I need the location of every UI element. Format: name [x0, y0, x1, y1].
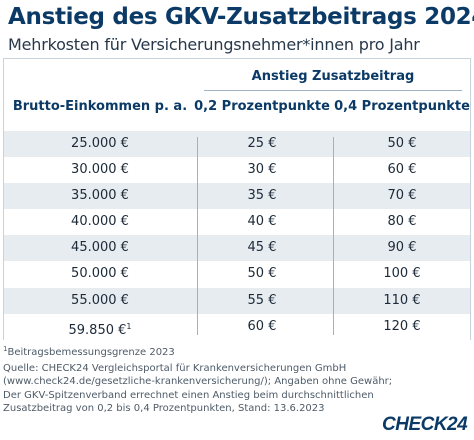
page-title: Anstieg des GKV-Zusatzbeitrags 2024: [8, 4, 474, 30]
check24-logo: CHECK24: [382, 414, 468, 435]
cell-income: 55.000 €: [4, 288, 196, 314]
source-note: Quelle: CHECK24 Vergleichsportal für Kra…: [3, 363, 393, 414]
cell-income: 45.000 €: [4, 235, 196, 261]
table-row: 55.000 € 55 € 110 €: [4, 287, 470, 314]
cell-income: 59.850 €1: [4, 314, 196, 340]
group-header: Anstieg Zusatzbeitrag: [251, 69, 415, 84]
income-value: 50.000 €: [71, 266, 129, 282]
cell-02: 60 €: [247, 318, 277, 334]
income-value: 59.850 €: [68, 322, 127, 338]
income-value: 35.000 €: [71, 188, 129, 204]
cell-04: 70 €: [387, 188, 417, 204]
cell-02: 40 €: [247, 214, 277, 230]
cell-04: 60 €: [387, 162, 417, 178]
cell-income: 35.000 €: [4, 183, 196, 209]
table-row: 59.850 €1 60 € 120 €: [4, 313, 470, 340]
income-value: 25.000 €: [71, 136, 129, 151]
cell-income: 30.000 €: [4, 157, 196, 183]
cell-04: 100 €: [383, 266, 421, 282]
cell-income: 25.000 €: [4, 131, 196, 157]
cell-02: 45 €: [247, 240, 277, 256]
column-divider: [197, 137, 198, 335]
table-row: 25.000 € 25 € 50 €: [4, 131, 470, 158]
income-note-marker: 1: [126, 321, 132, 331]
table-row: 35.000 € 35 € 70 €: [4, 183, 470, 210]
cell-02: 35 €: [247, 188, 277, 204]
footnote-marker: 1: [3, 345, 8, 353]
table-body: 25.000 € 25 € 50 € 30.000 € 30 € 60 € 35.000 €…: [4, 131, 470, 340]
column-header-04: 0,4 Prozentpunkte: [334, 99, 470, 114]
table-row: 30.000 € 30 € 60 €: [4, 157, 470, 184]
table-row: 40.000 € 40 € 80 €: [4, 209, 470, 236]
group-header-divider: [204, 90, 462, 91]
cell-04: 120 €: [383, 318, 421, 334]
cell-04: 80 €: [387, 214, 417, 230]
column-divider: [333, 137, 334, 335]
income-value: 30.000 €: [71, 162, 129, 178]
cost-table: Anstieg Zusatzbeitrag Brutto-Einkommen p…: [3, 58, 471, 340]
table-header: Anstieg Zusatzbeitrag Brutto-Einkommen p…: [4, 59, 470, 131]
column-header-02: 0,2 Prozentpunkte: [194, 99, 330, 114]
footnote: 1Beitragsbemessungsgrenze 2023: [3, 345, 175, 358]
income-value: 55.000 €: [71, 292, 129, 308]
cell-02: 55 €: [247, 292, 277, 308]
income-value: 40.000 €: [71, 214, 129, 230]
cell-04: 90 €: [387, 240, 417, 256]
table-row: 45.000 € 45 € 90 €: [4, 235, 470, 262]
footnote-text: Beitragsbemessungsgrenze 2023: [7, 347, 175, 358]
cell-02: 25 €: [247, 136, 277, 151]
table-row: 50.000 € 50 € 100 €: [4, 261, 470, 288]
cell-02: 30 €: [247, 162, 277, 178]
page-subtitle: Mehrkosten für Versicherungsnehmer*innen…: [8, 35, 420, 54]
income-value: 45.000 €: [71, 240, 129, 256]
cell-income: 40.000 €: [4, 209, 196, 235]
column-header-income: Brutto-Einkommen p. a.: [12, 99, 188, 114]
cell-04: 110 €: [383, 292, 421, 308]
cell-02: 50 €: [247, 266, 277, 282]
cell-04: 50 €: [387, 136, 417, 151]
cell-income: 50.000 €: [4, 261, 196, 287]
